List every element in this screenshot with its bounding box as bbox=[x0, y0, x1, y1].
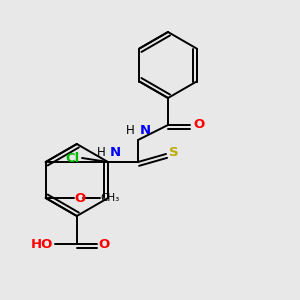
Text: Cl: Cl bbox=[66, 152, 80, 164]
Text: O: O bbox=[99, 238, 110, 250]
Text: N: N bbox=[110, 146, 121, 159]
Text: CH₃: CH₃ bbox=[100, 193, 120, 203]
Text: H: H bbox=[126, 124, 135, 137]
Text: S: S bbox=[169, 146, 178, 160]
Text: HO: HO bbox=[30, 238, 53, 250]
Text: N: N bbox=[140, 124, 151, 137]
Text: O: O bbox=[193, 118, 204, 131]
Text: H: H bbox=[97, 146, 106, 159]
Text: O: O bbox=[75, 191, 86, 205]
